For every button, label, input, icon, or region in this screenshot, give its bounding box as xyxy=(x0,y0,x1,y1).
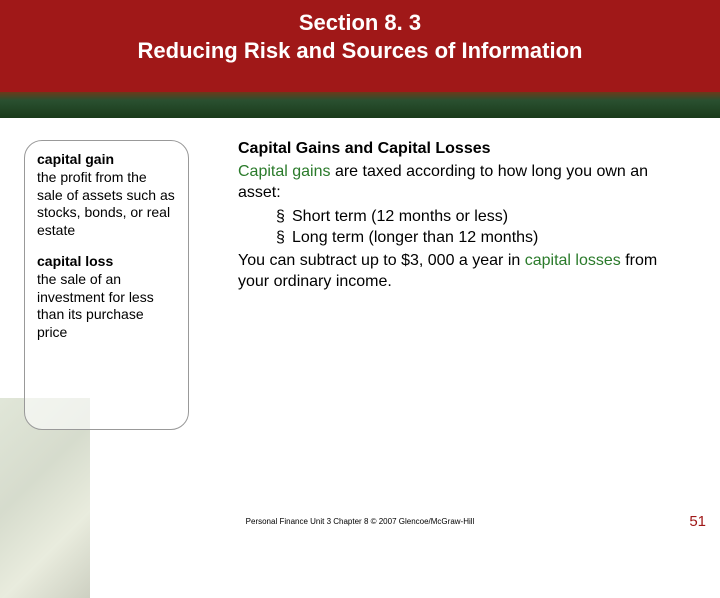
section-number: Section 8. 3 xyxy=(0,10,720,36)
main-heading: Capital Gains and Capital Losses xyxy=(238,140,678,158)
sidebar-definitions: capital gain the profit from the sale of… xyxy=(24,140,189,430)
header-band: Section 8. 3 Reducing Risk and Sources o… xyxy=(0,0,720,118)
closing-pre: You can subtract up to $3, 000 a year in xyxy=(238,252,525,269)
intro-highlight: Capital gains xyxy=(238,163,331,180)
term-definition: the profit from the sale of assets such … xyxy=(37,169,176,239)
intro-paragraph: Capital gains are taxed according to how… xyxy=(238,162,678,204)
main-text: Capital Gains and Capital Losses Capital… xyxy=(238,140,678,292)
term-title: capital gain xyxy=(37,151,176,167)
bullet-item: Short term (12 months or less) xyxy=(276,206,678,228)
closing-paragraph: You can subtract up to $3, 000 a year in… xyxy=(238,251,678,293)
section-title: Reducing Risk and Sources of Information xyxy=(0,38,720,64)
bullet-item: Long term (longer than 12 months) xyxy=(276,227,678,249)
page-number: 51 xyxy=(689,513,706,530)
content-area: capital gain the profit from the sale of… xyxy=(0,118,720,518)
bullet-list: Short term (12 months or less) Long term… xyxy=(276,206,678,249)
header-text: Section 8. 3 Reducing Risk and Sources o… xyxy=(0,10,720,64)
term-definition: the sale of an investment for less than … xyxy=(37,271,176,341)
footer-credit: Personal Finance Unit 3 Chapter 8 © 2007… xyxy=(0,517,720,526)
term-title: capital loss xyxy=(37,253,176,269)
closing-highlight: capital losses xyxy=(525,252,621,269)
